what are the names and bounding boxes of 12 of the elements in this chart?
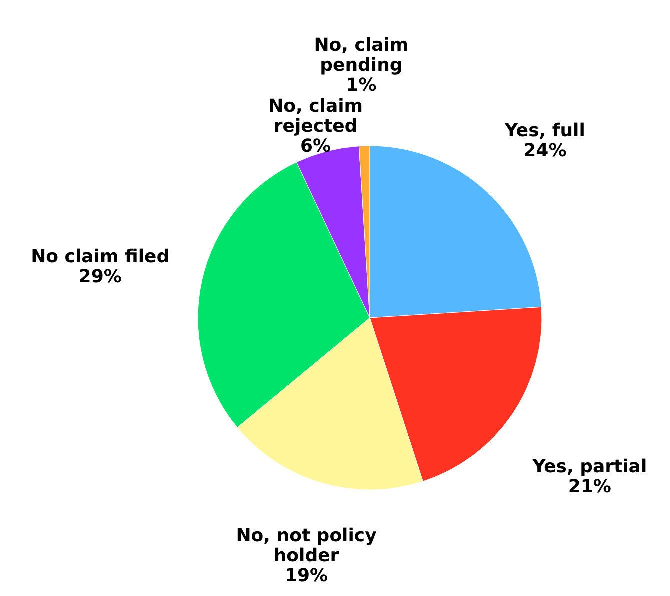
- slice-label: No, claim pending: [314, 35, 409, 76]
- slice-label: Yes, partial: [532, 456, 648, 478]
- slice-label: Yes, full: [504, 120, 586, 142]
- slice-label: No, claim rejected: [268, 96, 364, 137]
- data-label: 6%: [300, 136, 332, 157]
- data-label: 21%: [568, 476, 612, 498]
- slice-label: No, not policy holder: [236, 525, 378, 566]
- data-label: 1%: [346, 75, 377, 96]
- slice-label: No claim filed: [31, 246, 170, 268]
- data-label: 19%: [284, 565, 328, 586]
- data-label: 29%: [78, 266, 122, 288]
- data-label: 24%: [524, 140, 567, 162]
